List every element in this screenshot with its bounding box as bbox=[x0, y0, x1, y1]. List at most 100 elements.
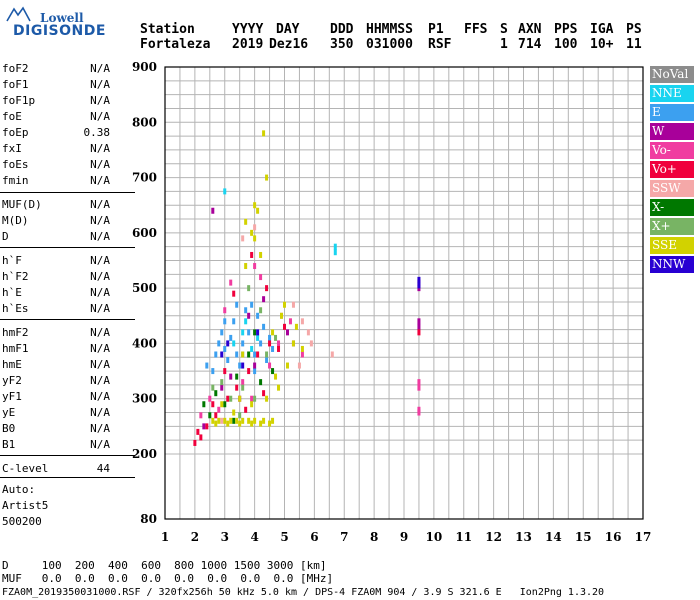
footer-muf-row: MUF 0.0 0.0 0.0 0.0 0.0 0.0 0.0 0.0 [MHz… bbox=[2, 572, 334, 585]
y-tick-label: 80 bbox=[140, 512, 157, 526]
param-name: h`Es bbox=[2, 302, 29, 315]
data-point bbox=[220, 384, 224, 391]
data-point bbox=[259, 274, 263, 281]
data-point bbox=[259, 251, 263, 258]
data-point bbox=[202, 401, 206, 408]
data-point bbox=[309, 340, 313, 347]
data-point bbox=[202, 423, 206, 430]
data-point bbox=[232, 290, 236, 297]
data-point bbox=[285, 362, 289, 369]
x-tick-label: 6 bbox=[310, 530, 318, 544]
data-point bbox=[214, 412, 218, 419]
data-point bbox=[235, 301, 239, 308]
data-point bbox=[291, 340, 295, 347]
header-value: Fortaleza bbox=[140, 37, 211, 52]
data-point bbox=[283, 323, 286, 330]
data-point bbox=[199, 434, 203, 441]
header-value: 2019 bbox=[232, 37, 264, 52]
param-value: N/A bbox=[90, 198, 110, 211]
data-point bbox=[262, 296, 266, 303]
data-point bbox=[247, 285, 251, 292]
header-value: 10+ bbox=[590, 37, 614, 52]
data-point bbox=[253, 235, 257, 242]
param-row: h`F2 N/A bbox=[2, 270, 110, 284]
data-point bbox=[220, 351, 224, 358]
x-tick-label: 5 bbox=[280, 530, 288, 544]
data-point bbox=[223, 188, 227, 195]
data-point bbox=[291, 301, 295, 308]
param-name: h`F bbox=[2, 254, 22, 267]
autoscale-program: Artist5 bbox=[2, 499, 49, 512]
header-label: HHMMSS bbox=[366, 22, 413, 37]
data-point bbox=[247, 417, 251, 424]
param-value: N/A bbox=[90, 390, 110, 403]
param-name: h`E bbox=[2, 286, 22, 299]
legend-item: NNE bbox=[650, 85, 694, 102]
data-point bbox=[265, 351, 269, 358]
data-point bbox=[265, 285, 269, 292]
data-point bbox=[238, 395, 242, 402]
data-point bbox=[217, 340, 221, 347]
data-point bbox=[226, 420, 230, 427]
data-point bbox=[220, 401, 224, 408]
data-point bbox=[250, 401, 254, 408]
data-point bbox=[229, 417, 233, 424]
param-value: 44 bbox=[96, 462, 110, 475]
param-divider bbox=[0, 477, 135, 478]
param-name: hmF1 bbox=[2, 342, 29, 355]
data-point bbox=[211, 417, 215, 424]
param-value: N/A bbox=[90, 62, 110, 75]
header-value: 031000 bbox=[366, 37, 413, 52]
data-point bbox=[241, 340, 245, 347]
data-point bbox=[211, 368, 215, 375]
x-tick-label: 10 bbox=[426, 530, 443, 544]
lowell-logo-icon bbox=[6, 6, 31, 22]
data-point bbox=[220, 379, 224, 386]
param-value: 0.38 bbox=[83, 126, 111, 139]
data-point bbox=[241, 329, 245, 336]
data-point bbox=[250, 251, 254, 258]
param-value: N/A bbox=[90, 214, 110, 227]
param-value: N/A bbox=[90, 342, 110, 355]
data-point bbox=[253, 395, 257, 402]
footer-distance-row: D 100 200 400 600 800 1000 1500 3000 [km… bbox=[2, 559, 327, 572]
data-point bbox=[288, 318, 292, 325]
header-label: DAY bbox=[276, 22, 300, 37]
header-value: 714 bbox=[518, 37, 542, 52]
data-point bbox=[417, 276, 421, 283]
data-point bbox=[283, 301, 286, 308]
param-value: N/A bbox=[90, 78, 110, 91]
data-point bbox=[256, 334, 260, 341]
param-value: N/A bbox=[90, 302, 110, 315]
param-name: foF2 bbox=[2, 62, 29, 75]
data-point bbox=[241, 417, 245, 424]
x-tick-label: 8 bbox=[370, 530, 378, 544]
data-point bbox=[253, 417, 257, 424]
data-point bbox=[229, 395, 233, 402]
data-point bbox=[253, 263, 257, 270]
data-point bbox=[253, 362, 257, 369]
param-value: N/A bbox=[90, 438, 110, 451]
param-row: fmin N/A bbox=[2, 174, 110, 188]
param-name: foF1p bbox=[2, 94, 36, 107]
data-point bbox=[208, 395, 212, 402]
data-point bbox=[217, 417, 221, 424]
param-value: N/A bbox=[90, 94, 110, 107]
param-value: N/A bbox=[90, 230, 110, 243]
legend-item: Vo+ bbox=[650, 161, 694, 178]
header-value: 1 bbox=[500, 37, 508, 52]
data-point bbox=[265, 395, 269, 402]
param-name: B0 bbox=[2, 422, 16, 435]
param-divider bbox=[0, 247, 135, 248]
data-point bbox=[268, 340, 272, 347]
data-point bbox=[253, 368, 257, 375]
header-label: FFS bbox=[464, 22, 488, 37]
header-label: Station bbox=[140, 22, 195, 37]
data-point bbox=[235, 417, 239, 424]
data-point bbox=[259, 340, 263, 347]
data-point bbox=[232, 409, 236, 416]
x-tick-label: 14 bbox=[545, 530, 562, 544]
data-point bbox=[223, 318, 227, 325]
param-row: D N/A bbox=[2, 230, 110, 244]
data-point bbox=[262, 130, 266, 137]
